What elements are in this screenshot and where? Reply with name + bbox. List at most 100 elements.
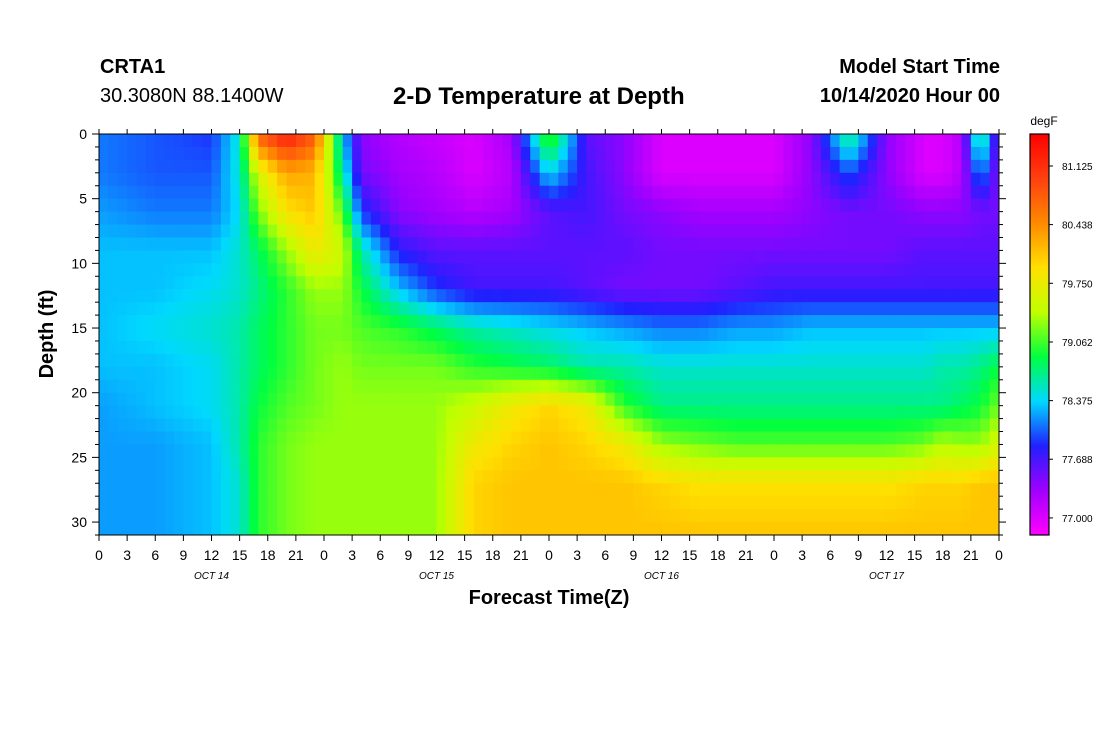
heatmap-cell xyxy=(361,315,372,329)
heatmap-cell xyxy=(614,457,625,471)
heatmap-cell xyxy=(483,444,494,458)
heatmap-cell xyxy=(652,483,663,497)
heatmap-cell xyxy=(127,172,138,187)
heatmap-cell xyxy=(164,483,175,497)
heatmap-cell xyxy=(258,172,269,187)
heatmap-cell xyxy=(661,211,672,226)
heatmap-cell xyxy=(211,224,222,239)
heatmap-cell xyxy=(539,483,550,497)
heatmap-cell xyxy=(933,211,944,226)
heatmap-cell xyxy=(745,522,756,535)
heatmap-cell xyxy=(258,315,269,329)
heatmap-cell xyxy=(717,146,728,161)
heatmap-cell xyxy=(249,146,259,161)
heatmap-cell xyxy=(380,302,391,316)
heatmap-cell xyxy=(511,483,522,497)
heatmap-cell xyxy=(633,392,644,407)
heatmap-cell xyxy=(849,379,859,394)
heatmap-cell xyxy=(192,418,203,433)
heatmap-cell xyxy=(717,134,728,148)
heatmap-cell xyxy=(249,496,259,510)
heatmap-cell xyxy=(727,392,738,407)
heatmap-cell xyxy=(483,328,494,342)
heatmap-cell xyxy=(952,224,963,239)
heatmap-cell xyxy=(549,509,559,523)
heatmap-cell xyxy=(783,328,794,342)
heatmap-cell xyxy=(980,328,991,342)
heatmap-cell xyxy=(249,431,259,446)
heatmap-cell xyxy=(642,483,653,497)
heatmap-cell xyxy=(380,198,391,213)
heatmap-cell xyxy=(783,198,794,213)
heatmap-cell xyxy=(755,483,766,497)
heatmap-cell xyxy=(970,418,981,433)
heatmap-cell xyxy=(370,211,381,226)
heatmap-cell xyxy=(708,302,719,316)
heatmap-cell xyxy=(511,431,522,446)
heatmap-cell xyxy=(886,496,897,510)
heatmap-cell xyxy=(230,315,241,329)
heatmap-cell xyxy=(849,509,859,523)
heatmap-cell xyxy=(483,146,494,161)
heatmap-cell xyxy=(680,146,691,161)
heatmap-cell xyxy=(258,146,269,161)
heatmap-cell xyxy=(595,172,606,187)
heatmap-cell xyxy=(624,457,634,471)
heatmap-cell xyxy=(539,522,550,535)
heatmap-cell xyxy=(502,457,513,471)
heatmap-cell xyxy=(849,457,859,471)
heatmap-cell xyxy=(380,444,391,458)
heatmap-cell xyxy=(699,224,709,239)
heatmap-cell xyxy=(183,198,194,213)
heatmap-cell xyxy=(164,470,175,484)
heatmap-cell xyxy=(361,340,372,355)
heatmap-cell xyxy=(680,405,691,420)
heatmap-cell xyxy=(530,470,541,484)
heatmap-cell xyxy=(774,172,784,187)
heatmap-cell xyxy=(417,134,428,148)
heatmap-cell xyxy=(342,134,353,148)
heatmap-cell xyxy=(445,496,456,510)
heatmap-cell xyxy=(924,509,934,523)
heatmap-cell xyxy=(361,263,372,277)
colorbar-label: 81.125 xyxy=(1062,162,1093,173)
heatmap-cell xyxy=(164,237,175,252)
heatmap-cell xyxy=(333,328,344,342)
heatmap-cell xyxy=(455,496,466,510)
heatmap-cell xyxy=(708,340,719,355)
heatmap-cell xyxy=(258,185,269,200)
heatmap-cell xyxy=(727,302,738,316)
heatmap-cell xyxy=(192,224,203,239)
heatmap-cell xyxy=(295,444,306,458)
heatmap-cell xyxy=(567,470,578,484)
x-tick-label: 9 xyxy=(854,547,862,563)
heatmap-cell xyxy=(99,211,109,226)
heatmap-cell xyxy=(417,159,428,174)
heatmap-cell xyxy=(980,496,991,510)
heatmap-cell xyxy=(108,522,119,535)
heatmap-cell xyxy=(980,522,991,535)
heatmap-cell xyxy=(380,237,391,252)
heatmap-cell xyxy=(717,289,728,303)
heatmap-cell xyxy=(520,340,531,355)
heatmap-cell xyxy=(924,431,934,446)
heatmap-cell xyxy=(417,405,428,420)
heatmap-cell xyxy=(145,250,156,264)
heatmap-cell xyxy=(239,418,250,433)
heatmap-cell xyxy=(389,237,400,252)
heatmap-cell xyxy=(605,172,616,187)
heatmap-cell xyxy=(802,353,813,368)
heatmap-cell xyxy=(314,444,325,458)
heatmap-cell xyxy=(483,431,494,446)
heatmap-cell xyxy=(764,134,775,148)
heatmap-cell xyxy=(99,250,109,264)
heatmap-cell xyxy=(333,496,344,510)
heatmap-cell xyxy=(595,198,606,213)
heatmap-cell xyxy=(492,328,503,342)
heatmap-cell xyxy=(127,289,138,303)
heatmap-cell xyxy=(567,353,578,368)
heatmap-cell xyxy=(727,496,738,510)
heatmap-cell xyxy=(586,392,597,407)
heatmap-cell xyxy=(586,211,597,226)
heatmap-cell xyxy=(736,496,747,510)
